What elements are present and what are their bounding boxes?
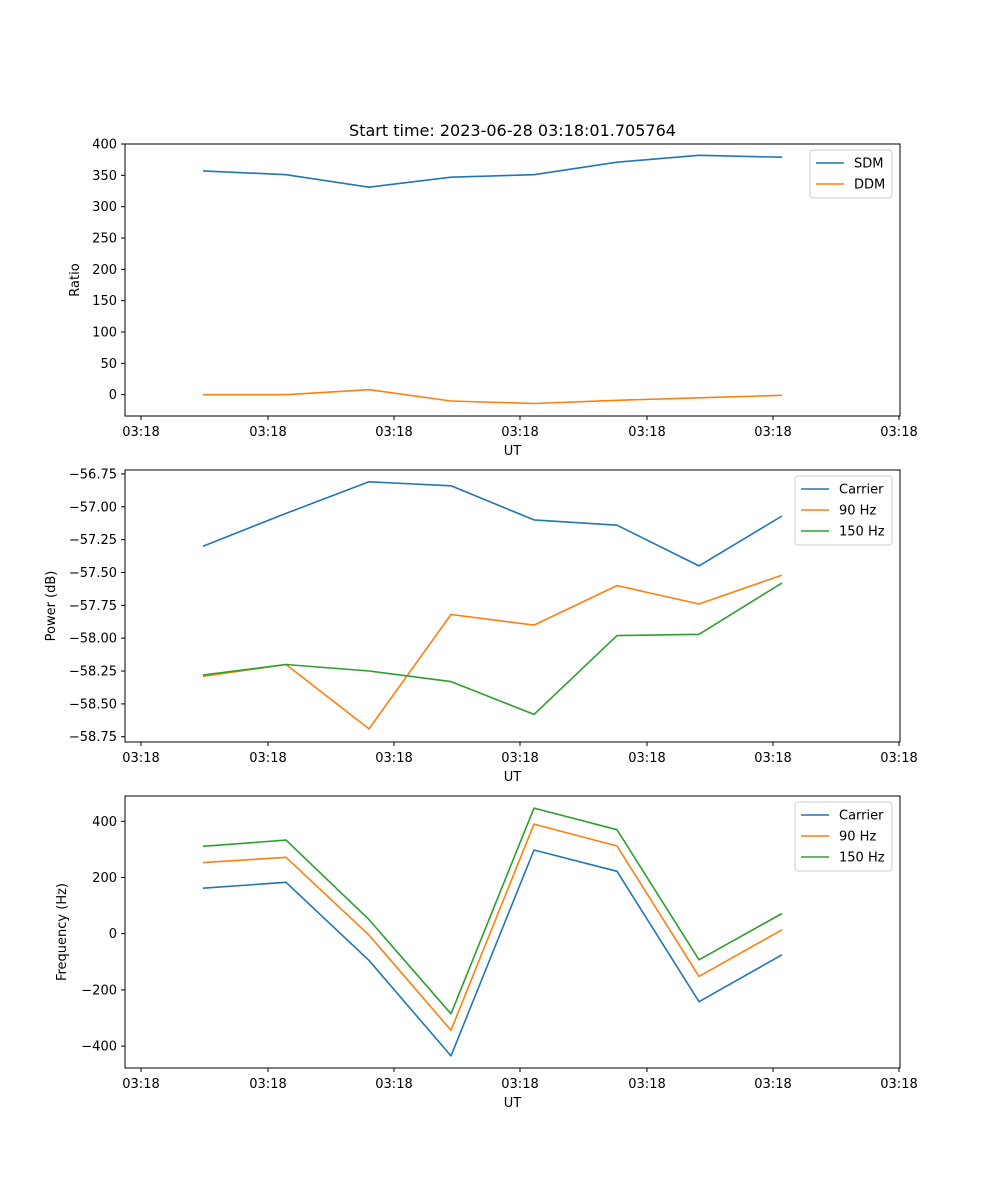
y-tick-label: −58.75 xyxy=(69,730,117,745)
series-line-150-hz xyxy=(202,807,783,1015)
legend-box xyxy=(809,149,893,199)
legend-label: 90 Hz xyxy=(839,504,876,519)
y-tick-label: −400 xyxy=(81,1040,117,1055)
plot-frame xyxy=(124,795,901,1069)
x-tick-label: 03:18 xyxy=(122,1077,159,1092)
y-axis-label: Ratio xyxy=(68,263,83,296)
y-tick-label: −58.25 xyxy=(69,665,117,680)
y-tick-label: −57.25 xyxy=(69,533,117,548)
x-tick-label: 03:18 xyxy=(880,425,917,440)
x-tick-label: 03:18 xyxy=(754,751,791,766)
legend-label: DDM xyxy=(854,178,885,193)
plot-frame xyxy=(124,143,901,417)
x-tick-label: 03:18 xyxy=(501,425,538,440)
y-tick-label: 200 xyxy=(92,871,117,886)
y-tick-label: 200 xyxy=(92,263,117,278)
legend: Carrier 90 Hz 150 Hz xyxy=(794,475,893,546)
legend: SDM DDM xyxy=(809,149,893,199)
plot-frame xyxy=(124,469,901,743)
legend-label: SDM xyxy=(854,157,883,172)
chart-panel-2: −56.75 −57.00 −57.25 −57.50 −57.75 −58.00 −58.… xyxy=(44,467,918,785)
x-tick-label: 03:18 xyxy=(375,425,412,440)
y-tick-label: 300 xyxy=(92,200,117,215)
x-tick-label: 03:18 xyxy=(880,751,917,766)
series-line-150-hz xyxy=(202,582,783,716)
series-line-carrier xyxy=(202,480,783,567)
x-tick-label: 03:18 xyxy=(122,751,159,766)
legend-label: Carrier xyxy=(839,809,884,824)
series-line-90-hz xyxy=(202,823,783,1032)
x-tick-label: 03:18 xyxy=(880,1077,917,1092)
y-tick-label: 150 xyxy=(92,294,117,309)
figure-title: Start time: 2023-06-28 03:18:01.705764 xyxy=(349,121,676,140)
legend: Carrier 90 Hz 150 Hz xyxy=(794,801,893,872)
y-axis-label: Power (dB) xyxy=(44,571,59,642)
y-tick-label: −58.50 xyxy=(69,697,117,712)
y-tick-label: −58.00 xyxy=(69,632,117,647)
series-line-sdm xyxy=(202,154,783,188)
y-tick-label: −57.75 xyxy=(69,599,117,614)
series-line-90-hz xyxy=(202,574,783,730)
y-tick-label: 350 xyxy=(92,169,117,184)
x-tick-label: 03:18 xyxy=(122,425,159,440)
x-tick-label: 03:18 xyxy=(628,425,665,440)
chart-panel-3: 400 200 0 −200 −400 03:18 03:18 03:18 03:18 03:18… xyxy=(55,795,918,1111)
x-tick-label: 03:18 xyxy=(249,1077,286,1092)
y-tick-label: 100 xyxy=(92,326,117,341)
chart-panel-1: 400 350 300 250 200 150 100 50 0 03:18 03:18 03:18 0… xyxy=(68,138,918,460)
y-tick-label: −56.75 xyxy=(69,467,117,482)
x-tick-label: 03:18 xyxy=(754,425,791,440)
x-axis-label: UT xyxy=(504,1096,522,1111)
y-tick-label: 400 xyxy=(92,815,117,830)
y-axis-label: Frequency (Hz) xyxy=(55,883,70,981)
legend-box xyxy=(794,801,893,872)
y-tick-label: 0 xyxy=(109,927,117,942)
legend-label: 150 Hz xyxy=(839,851,885,866)
x-axis-label: UT xyxy=(504,770,522,785)
legend-label: Carrier xyxy=(839,483,884,498)
x-tick-label: 03:18 xyxy=(501,1077,538,1092)
legend-label: 90 Hz xyxy=(839,830,876,845)
legend-label: 150 Hz xyxy=(839,525,885,540)
y-tick-label: 250 xyxy=(92,232,117,247)
x-tick-label: 03:18 xyxy=(375,751,412,766)
x-tick-label: 03:18 xyxy=(628,1077,665,1092)
y-tick-label: 50 xyxy=(100,357,117,372)
y-tick-label: 0 xyxy=(109,388,117,403)
legend-box xyxy=(794,475,893,546)
y-tick-label: −57.00 xyxy=(69,500,117,515)
y-tick-label: −200 xyxy=(81,983,117,998)
x-axis-label: UT xyxy=(504,444,522,459)
x-tick-label: 03:18 xyxy=(249,425,286,440)
series-line-ddm xyxy=(203,388,783,405)
series-line-carrier xyxy=(202,849,783,1057)
y-tick-label: −57.50 xyxy=(69,566,117,581)
y-tick-label: 400 xyxy=(92,138,117,153)
x-tick-label: 03:18 xyxy=(375,1077,412,1092)
x-tick-label: 03:18 xyxy=(501,751,538,766)
x-tick-label: 03:18 xyxy=(754,1077,791,1092)
x-tick-label: 03:18 xyxy=(628,751,665,766)
x-tick-label: 03:18 xyxy=(249,751,286,766)
